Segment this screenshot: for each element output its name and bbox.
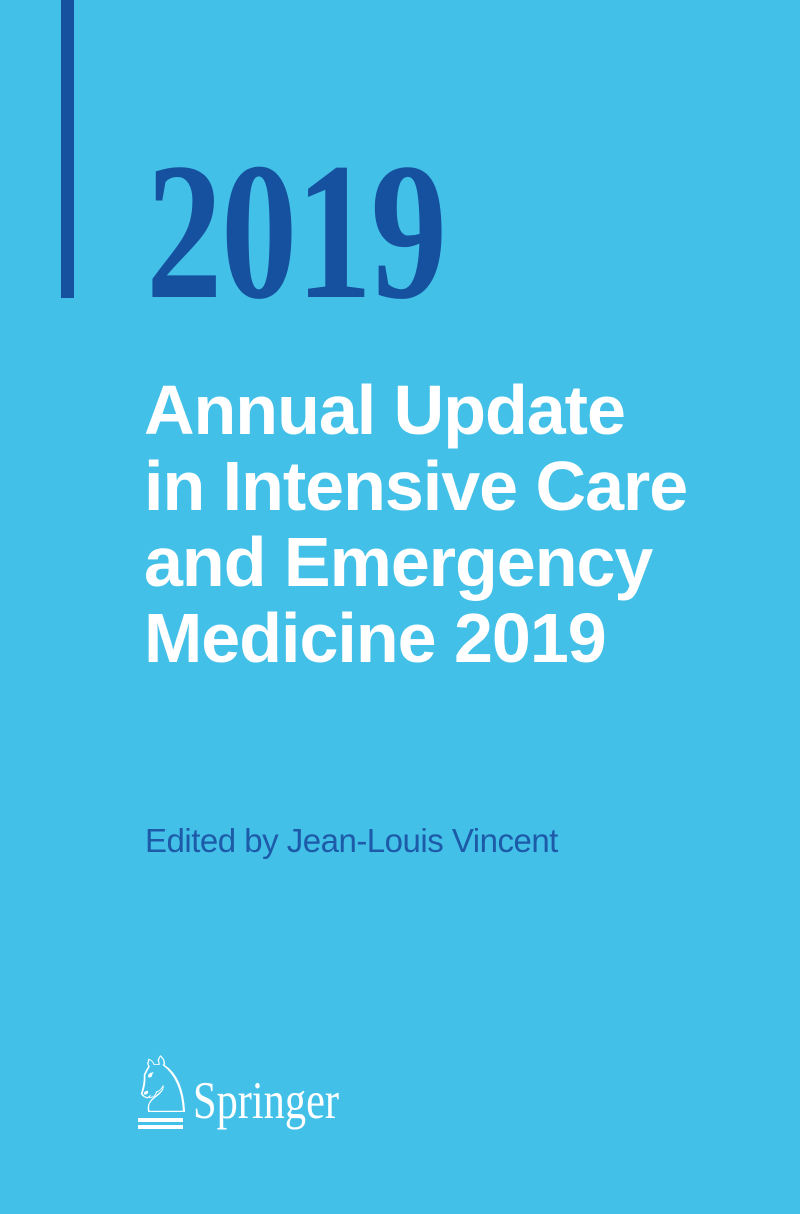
- springer-horse-icon: ♘: [128, 1041, 198, 1131]
- title-line-4: Medicine 2019: [144, 599, 607, 677]
- publisher-name: Springer: [193, 1072, 340, 1130]
- logo-pedestal-bar-bottom: [138, 1125, 183, 1129]
- year-heading: 2019: [146, 123, 447, 340]
- title-line-1: Annual Update: [144, 371, 626, 449]
- logo-pedestal-bar-top: [138, 1118, 183, 1122]
- editor-byline: Edited by Jean-Louis Vincent: [145, 822, 558, 859]
- book-title: Annual Update in Intensive Care and Emer…: [144, 371, 688, 677]
- title-line-2: in Intensive Care: [144, 447, 688, 525]
- title-line-3: and Emergency: [144, 523, 653, 601]
- accent-bar: [61, 0, 74, 298]
